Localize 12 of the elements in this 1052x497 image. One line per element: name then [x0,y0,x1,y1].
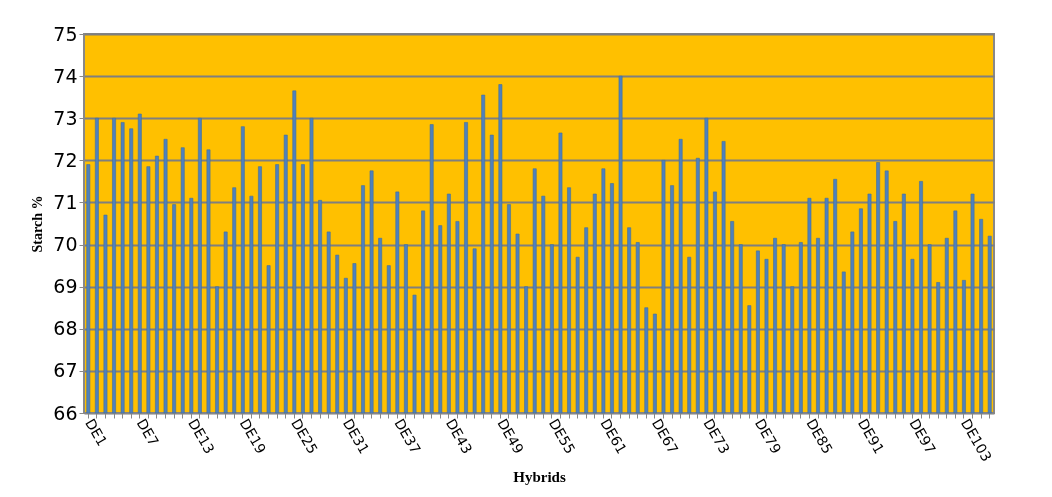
y-tick-label: 66 [53,401,78,424]
y-tick-label: 72 [53,148,78,171]
y-tick-label: 67 [53,359,78,382]
y-tick-label: 71 [53,190,78,213]
y-tick-label: 74 [53,64,78,87]
y-tick-label: 69 [53,275,78,298]
y-axis-title: Starch % [30,195,46,253]
y-tick-label: 73 [53,106,78,129]
y-tick-label: 75 [53,22,78,45]
y-tick-label: 70 [53,233,78,256]
y-tick-label: 68 [53,317,78,340]
x-axis-title: Hybrids [513,469,566,486]
